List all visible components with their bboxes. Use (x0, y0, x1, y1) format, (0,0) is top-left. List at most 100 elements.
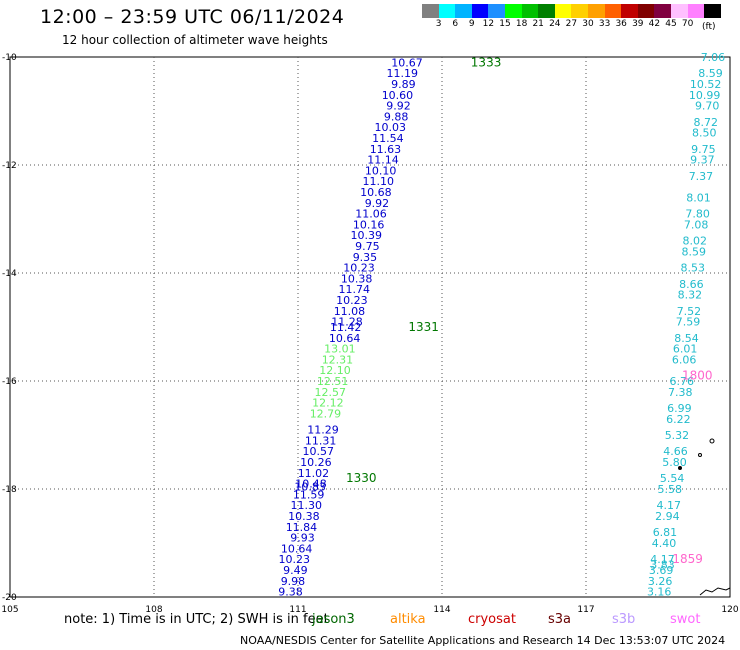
island (678, 466, 682, 470)
wave-height-value: 8.72 (694, 116, 719, 129)
wave-height-value: 10.52 (690, 78, 722, 91)
wave-height-value: 9.75 (691, 143, 716, 156)
legend-swatch (438, 4, 456, 18)
color-legend: 3 6 9 12 15 18 21 24 27 30 33 36 39 42 45 70 (ft) (422, 4, 721, 32)
legend-label: 45 (665, 19, 677, 29)
wave-height-value: 11.19 (387, 67, 419, 80)
wave-height-value: 10.99 (689, 89, 721, 102)
wave-height-value: 9.49 (283, 564, 308, 577)
legend-label: 27 (565, 19, 578, 29)
legend-label: 15 (499, 19, 511, 29)
wave-height-value: 10.64 (281, 542, 313, 555)
pass-label: 1859 (672, 552, 703, 566)
wave-height-value: 12.12 (312, 397, 344, 410)
wave-height-value: 4.17 (657, 499, 682, 512)
pass-label: 1330 (346, 471, 377, 485)
wave-height-value: 3.83 (650, 559, 675, 572)
wave-height-value: 7.37 (689, 170, 714, 183)
wave-height-value: 11.28 (331, 316, 363, 329)
pass-label: 1800 (682, 369, 713, 383)
wave-height-value: 5.58 (658, 483, 683, 496)
legend-label: 30 (582, 19, 594, 29)
wave-height-value: 9.75 (355, 240, 380, 253)
wave-height-value: 7.38 (668, 386, 693, 399)
island (698, 453, 702, 457)
wave-height-value: 9.89 (391, 78, 416, 91)
wave-height-value: 11.54 (372, 132, 404, 145)
island (709, 438, 715, 444)
wave-height-value: 5.80 (662, 456, 687, 469)
wave-height-value: 9.92 (365, 197, 390, 210)
wave-height-value: 11.31 (305, 434, 337, 447)
satellite-name: s3a (548, 612, 572, 627)
wave-height-value: 2.94 (655, 510, 680, 523)
wave-height-value: 7.08 (684, 218, 709, 231)
wave-height-value: 9.93 (290, 532, 315, 545)
wave-height-value: 6.99 (667, 402, 692, 415)
wave-height-value: 10.68 (360, 186, 392, 199)
legend-swatch (571, 4, 588, 18)
wave-height-value: 9.88 (384, 110, 409, 123)
wave-height-value: 9.37 (690, 154, 715, 167)
wave-height-value: 11.06 (355, 208, 387, 221)
wave-height-value: 10.48 (295, 478, 327, 491)
coastline (699, 587, 731, 596)
wave-height-value: 8.50 (692, 127, 717, 140)
satellite-name: cryosat (468, 612, 516, 627)
legend-label: 39 (632, 19, 644, 29)
map-frame (9, 56, 731, 598)
wave-height-value: 11.63 (370, 143, 402, 156)
wave-height-value: 12.57 (315, 386, 347, 399)
legend-label: 24 (549, 19, 561, 29)
satellite-name: swot (670, 612, 701, 627)
wave-height-value: 4.40 (652, 537, 677, 550)
lat-tick-label: -16 (2, 377, 17, 387)
wave-height-value: 3.26 (648, 575, 673, 588)
legend-label: 21 (532, 19, 544, 29)
wave-height-value: 13.01 (324, 343, 356, 356)
wave-height-value: 8.53 (681, 262, 706, 275)
lat-tick-label: -10 (2, 53, 17, 63)
lon-tick-label: 117 (577, 605, 594, 615)
wave-height-value: 11.14 (367, 154, 399, 167)
wave-height-value: 9.38 (278, 586, 303, 599)
wave-height-value: 10.60 (382, 89, 414, 102)
wave-height-value: 10.64 (329, 332, 361, 345)
wave-height-value: 6.06 (672, 353, 697, 366)
legend-swatch (621, 4, 638, 18)
legend-swatch (471, 4, 489, 18)
pass-label: 1333 (471, 55, 502, 69)
satellite-name: jason3 (312, 612, 355, 627)
legend-labels: 3 6 9 12 15 18 21 24 27 30 33 36 39 42 45 70 (422, 18, 721, 32)
legend-swatch (687, 4, 705, 18)
legend-swatch (504, 4, 522, 18)
legend-swatch (422, 4, 439, 18)
lat-tick-label: -14 (2, 269, 17, 279)
legend-label: 3 (435, 19, 442, 29)
page-title: 12:00 – 23:59 UTC 06/11/2024 (40, 6, 345, 28)
wave-height-value: 8.59 (698, 67, 723, 80)
legend-label: 70 (681, 19, 694, 29)
wave-height-value: 10.23 (343, 262, 375, 275)
page-subtitle: 12 hour collection of altimeter wave hei… (62, 33, 328, 47)
wave-height-value: 6.01 (673, 343, 698, 356)
wave-height-value: 7.80 (685, 208, 710, 221)
legend-swatch (670, 4, 688, 18)
wave-height-value: 11.10 (363, 175, 395, 188)
wave-height-value: 7.52 (677, 305, 702, 318)
legend-swatch (637, 4, 655, 18)
wave-height-value: 4.66 (663, 445, 688, 458)
wave-height-value: 11.74 (339, 283, 371, 296)
wave-height-value: 11.59 (293, 488, 325, 501)
lon-tick-label: 114 (433, 605, 450, 615)
wave-height-value: 10.39 (351, 229, 383, 242)
lon-tick-label: 120 (721, 605, 738, 615)
legend-swatch (538, 4, 555, 18)
legend-swatch (654, 4, 671, 18)
wave-height-value: 10.83 (294, 480, 326, 493)
lon-tick-label: 108 (145, 605, 162, 615)
lon-tick-label: 105 (1, 605, 18, 615)
wave-height-value: 10.38 (288, 510, 320, 523)
legend-label: 18 (515, 19, 528, 29)
